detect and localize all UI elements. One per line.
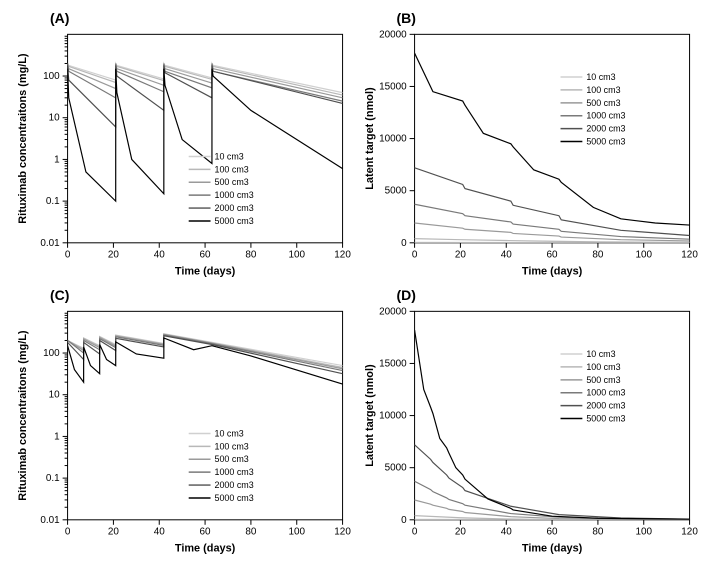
svg-text:20: 20 — [454, 527, 466, 538]
svg-text:60: 60 — [200, 250, 212, 261]
svg-text:1000 cm3: 1000 cm3 — [586, 388, 625, 398]
svg-text:5000: 5000 — [384, 186, 407, 197]
svg-text:100 cm3: 100 cm3 — [215, 164, 249, 174]
svg-text:0: 0 — [65, 250, 71, 261]
svg-text:Latent target (nmol): Latent target (nmol) — [363, 364, 375, 467]
svg-text:0.01: 0.01 — [40, 238, 60, 249]
svg-text:80: 80 — [245, 527, 257, 538]
svg-text:5000 cm3: 5000 cm3 — [586, 414, 625, 424]
svg-text:100: 100 — [288, 527, 305, 538]
svg-text:80: 80 — [592, 527, 604, 538]
svg-text:Time (days): Time (days) — [521, 543, 582, 555]
svg-text:120: 120 — [334, 527, 351, 538]
svg-text:Latent target (nmol): Latent target (nmol) — [363, 87, 375, 190]
svg-text:10 cm3: 10 cm3 — [215, 151, 244, 161]
svg-text:15000: 15000 — [379, 358, 407, 369]
svg-text:Rituximab concentraitons (mg/L: Rituximab concentraitons (mg/L) — [17, 330, 29, 501]
svg-text:5000: 5000 — [384, 463, 407, 474]
panel-B-label: (B) — [397, 10, 416, 26]
panel-C: (C) 0 20 40 60 80 100 120 Time (days) 0.01 0.1 1 10… — [10, 287, 353, 560]
svg-text:2000 cm3: 2000 cm3 — [215, 203, 254, 213]
svg-text:80: 80 — [592, 250, 604, 261]
svg-text:500 cm3: 500 cm3 — [215, 177, 249, 187]
svg-text:Time (days): Time (days) — [175, 543, 236, 555]
svg-text:20000: 20000 — [379, 306, 407, 317]
svg-text:1000 cm3: 1000 cm3 — [215, 467, 254, 477]
svg-text:5000 cm3: 5000 cm3 — [215, 216, 254, 226]
svg-text:2000 cm3: 2000 cm3 — [215, 480, 254, 490]
svg-text:120: 120 — [334, 250, 351, 261]
svg-text:0: 0 — [411, 527, 417, 538]
svg-text:Rituximab concentraitons (mg/L: Rituximab concentraitons (mg/L) — [17, 53, 29, 224]
svg-text:0: 0 — [401, 238, 407, 249]
svg-text:1: 1 — [54, 431, 60, 442]
panel-A-svg: 0 20 40 60 80 100 120 Time (days) 0.01 0.1 1 10 100 R… — [10, 10, 353, 283]
svg-text:500 cm3: 500 cm3 — [215, 454, 249, 464]
svg-text:120: 120 — [681, 250, 698, 261]
svg-text:10000: 10000 — [379, 411, 407, 422]
svg-text:60: 60 — [546, 527, 558, 538]
svg-text:2000 cm3: 2000 cm3 — [586, 401, 625, 411]
svg-text:0.1: 0.1 — [46, 196, 60, 207]
svg-text:60: 60 — [546, 250, 558, 261]
svg-text:20000: 20000 — [379, 29, 407, 40]
svg-text:500 cm3: 500 cm3 — [586, 98, 620, 108]
svg-text:10: 10 — [49, 113, 61, 124]
svg-text:120: 120 — [681, 527, 698, 538]
panel-B: (B) 0 20 40 60 80 100 120 Time (days) 0 5000 10000… — [357, 10, 700, 283]
svg-text:20: 20 — [454, 250, 466, 261]
panel-D: (D) 0 20 40 60 80 100 120 Time (days) 0 5000 10000… — [357, 287, 700, 560]
svg-text:Time (days): Time (days) — [175, 266, 236, 278]
svg-text:40: 40 — [154, 250, 166, 261]
svg-text:20: 20 — [108, 527, 120, 538]
panel-A: (A) 0 20 40 60 80 100 120 Time (days) 0.01 0.1 1 10… — [10, 10, 353, 283]
panel-D-svg: 0 20 40 60 80 100 120 Time (days) 0 5000 10000 1500… — [357, 287, 700, 560]
svg-text:10000: 10000 — [379, 134, 407, 145]
svg-text:100 cm3: 100 cm3 — [586, 362, 620, 372]
panel-C-svg: 0 20 40 60 80 100 120 Time (days) 0.01 0.1 1 10 100 R… — [10, 287, 353, 560]
svg-text:1000 cm3: 1000 cm3 — [215, 190, 254, 200]
svg-text:0.1: 0.1 — [46, 473, 60, 484]
svg-text:0: 0 — [411, 250, 417, 261]
figure-grid: (A) 020406080100120Time (days)0.010.1110… — [10, 10, 699, 558]
svg-text:60: 60 — [200, 527, 212, 538]
svg-text:10 cm3: 10 cm3 — [586, 349, 615, 359]
svg-text:0: 0 — [65, 527, 71, 538]
svg-text:0: 0 — [401, 515, 407, 526]
svg-text:Time (days): Time (days) — [521, 266, 582, 278]
panel-D-label: (D) — [397, 287, 416, 303]
svg-text:100: 100 — [288, 250, 305, 261]
svg-text:100 cm3: 100 cm3 — [586, 85, 620, 95]
svg-text:1: 1 — [54, 154, 60, 165]
svg-text:100: 100 — [635, 527, 652, 538]
svg-text:10 cm3: 10 cm3 — [215, 428, 244, 438]
svg-text:10: 10 — [49, 390, 61, 401]
svg-text:500 cm3: 500 cm3 — [586, 375, 620, 385]
svg-text:20: 20 — [108, 250, 120, 261]
svg-text:10 cm3: 10 cm3 — [586, 72, 615, 82]
svg-text:5000 cm3: 5000 cm3 — [586, 137, 625, 147]
svg-text:2000 cm3: 2000 cm3 — [586, 124, 625, 134]
panel-B-svg: 0 20 40 60 80 100 120 Time (days) 0 5000 10000 1500… — [357, 10, 700, 283]
svg-text:40: 40 — [154, 527, 166, 538]
svg-text:100 cm3: 100 cm3 — [215, 441, 249, 451]
svg-text:80: 80 — [245, 250, 257, 261]
svg-text:100: 100 — [43, 348, 60, 359]
panel-C-label: (C) — [50, 287, 69, 303]
svg-text:1000 cm3: 1000 cm3 — [586, 111, 625, 121]
svg-text:100: 100 — [635, 250, 652, 261]
svg-text:5000 cm3: 5000 cm3 — [215, 493, 254, 503]
svg-text:100: 100 — [43, 71, 60, 82]
svg-text:15000: 15000 — [379, 81, 407, 92]
svg-text:40: 40 — [500, 250, 512, 261]
svg-text:40: 40 — [500, 527, 512, 538]
panel-A-label: (A) — [50, 10, 69, 26]
svg-text:0.01: 0.01 — [40, 515, 60, 526]
